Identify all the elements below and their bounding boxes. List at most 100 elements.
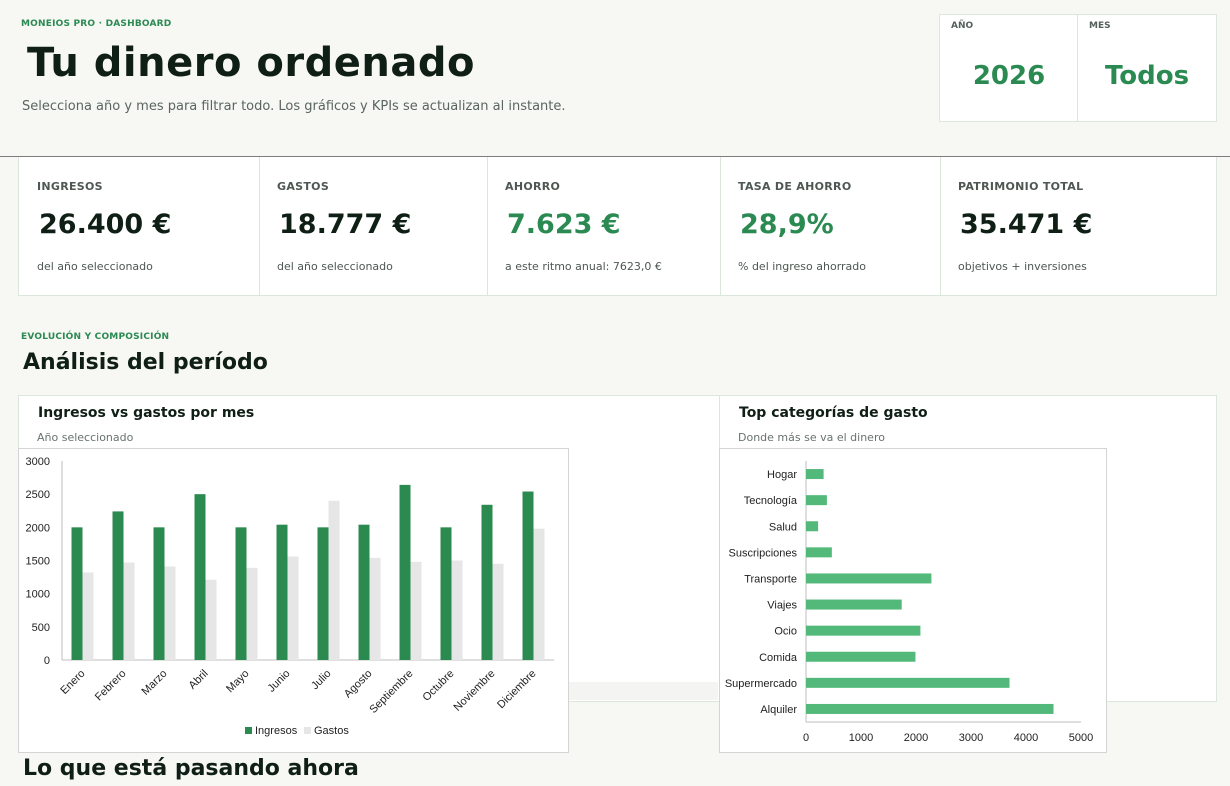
bar-gastos (287, 556, 299, 660)
x-tick-label: 0 (803, 732, 809, 744)
kpi-label: PATRIMONIO TOTAL (958, 180, 1084, 193)
x-tick-label: Enero (58, 668, 87, 697)
bar-gastos (123, 562, 135, 660)
month-filter[interactable]: MES Todos (1077, 14, 1217, 122)
bar-categoria (806, 521, 819, 532)
bar-categoria (806, 573, 932, 584)
kpi-label: TASA DE AHORRO (738, 180, 852, 193)
category-label: Transporte (744, 573, 797, 585)
x-tick-label: 3000 (959, 732, 983, 744)
bar-gastos (492, 563, 504, 660)
y-tick-label: 2500 (26, 489, 50, 501)
kpi-label: INGRESOS (37, 180, 103, 193)
bar-gastos (82, 572, 94, 660)
bar-ingresos (440, 527, 452, 660)
x-tick-label: 5000 (1069, 732, 1093, 744)
x-tick-label: 2000 (904, 732, 928, 744)
left-chart-title: Ingresos vs gastos por mes (38, 405, 255, 421)
bar-categoria (806, 599, 902, 610)
kpi-value: 35.471 € (960, 209, 1093, 240)
year-filter-value[interactable]: 2026 (972, 61, 1046, 91)
x-tick-label: 1000 (849, 732, 873, 744)
bar-gastos (533, 528, 545, 660)
category-label: Comida (759, 652, 798, 664)
x-tick-label: Mayo (224, 668, 252, 696)
bar-gastos (164, 566, 176, 660)
y-tick-label: 0 (44, 655, 50, 667)
category-label: Alquiler (760, 704, 797, 716)
y-tick-label: 2000 (26, 522, 50, 534)
bar-categoria (806, 495, 827, 506)
x-tick-label: Octubre (420, 668, 456, 704)
panel-gap (568, 682, 718, 700)
bar-ingresos (235, 527, 247, 660)
kpi-label: GASTOS (277, 180, 330, 193)
kpi-value: 26.400 € (39, 209, 172, 240)
x-tick-label: Febrero (93, 668, 129, 704)
x-tick-label: 4000 (1014, 732, 1038, 744)
bar-ingresos (194, 494, 206, 660)
page-subtitle: Selecciona año y mes para filtrar todo. … (22, 99, 566, 114)
y-tick-label: 1500 (26, 556, 50, 568)
year-filter-label: AÑO (951, 21, 974, 31)
bar-gastos (328, 500, 340, 660)
kpi-tasa-ahorro: TASA DE AHORRO 28,9% % del ingreso ahorr… (720, 157, 941, 295)
legend-swatch-ingresos (245, 727, 252, 734)
category-label: Ocio (774, 626, 797, 638)
kpi-ahorro: AHORRO 7.623 € a este ritmo anual: 7623,… (487, 157, 721, 295)
month-filter-value[interactable]: Todos (1104, 61, 1190, 91)
now-section-title: Lo que está pasando ahora (23, 756, 359, 781)
right-chart-title: Top categorías de gasto (739, 405, 928, 421)
y-tick-label: 1000 (26, 589, 50, 601)
x-tick-label: Diciembre (495, 668, 538, 711)
left-chart-subtitle: Año seleccionado (37, 431, 134, 444)
income-expense-svg: 0 500 1000 1500 2000 2500 3000 Enero Febrero Marz… (26, 456, 554, 737)
year-filter[interactable]: AÑO 2026 (939, 14, 1079, 122)
kpi-value: 28,9% (740, 209, 834, 240)
bar-categoria (806, 677, 1010, 688)
month-filter-label: MES (1089, 21, 1111, 31)
kpi-gastos: GASTOS 18.777 € del año seleccionado (259, 157, 488, 295)
bar-categoria (806, 703, 1054, 714)
bar-ingresos (399, 484, 411, 660)
category-label: Tecnología (744, 495, 798, 507)
kpi-ingresos: INGRESOS 26.400 € del año seleccionado (19, 157, 260, 295)
bar-ingresos (71, 527, 83, 660)
analysis-eyebrow: EVOLUCIÓN Y COMPOSICIÓN (21, 332, 170, 342)
kpi-sub: objetivos + inversiones (958, 260, 1087, 273)
analysis-title: Análisis del período (23, 350, 268, 375)
right-chart-subtitle: Donde más se va el dinero (738, 431, 885, 444)
kpi-value: 18.777 € (279, 209, 412, 240)
bar-categoria (806, 469, 824, 480)
legend-label-ingresos: Ingresos (255, 725, 298, 737)
kpi-label: AHORRO (505, 180, 561, 193)
bar-gastos (205, 579, 217, 660)
kpi-sub: a este ritmo anual: 7623,0 € (505, 260, 662, 273)
x-tick-label: Agosto (342, 668, 375, 701)
bar-gastos (246, 567, 258, 660)
legend-label-gastos: Gastos (314, 725, 349, 737)
bar-ingresos (276, 524, 288, 660)
bar-gastos (451, 560, 463, 660)
bar-categoria (806, 625, 921, 636)
kpi-sub: del año seleccionado (277, 260, 393, 273)
header-eyebrow: MONEIOS PRO · DASHBOARD (21, 19, 172, 29)
category-label: Hogar (767, 469, 797, 481)
x-tick-label: Abril (187, 668, 211, 692)
category-label: Supermercado (725, 678, 797, 690)
bar-ingresos (153, 527, 165, 660)
bar-ingresos (358, 524, 370, 660)
top-categories-chart: Hogar Tecnología Salud Suscripciones Transpo… (719, 448, 1107, 753)
bar-categoria (806, 651, 916, 662)
income-expense-chart: 0 500 1000 1500 2000 2500 3000 Enero Febrero Marz… (18, 448, 569, 753)
bar-gastos (410, 561, 422, 660)
category-label: Viajes (767, 600, 797, 612)
x-tick-label: Marzo (140, 668, 170, 698)
bar-ingresos (481, 504, 493, 660)
kpi-sub: % del ingreso ahorrado (738, 260, 867, 273)
bar-gastos (369, 557, 381, 660)
bar-ingresos (317, 527, 329, 660)
top-categories-svg: Hogar Tecnología Salud Suscripciones Transpo… (725, 461, 1093, 744)
x-tick-label: Julio (309, 668, 333, 692)
legend-swatch-gastos (304, 727, 311, 734)
